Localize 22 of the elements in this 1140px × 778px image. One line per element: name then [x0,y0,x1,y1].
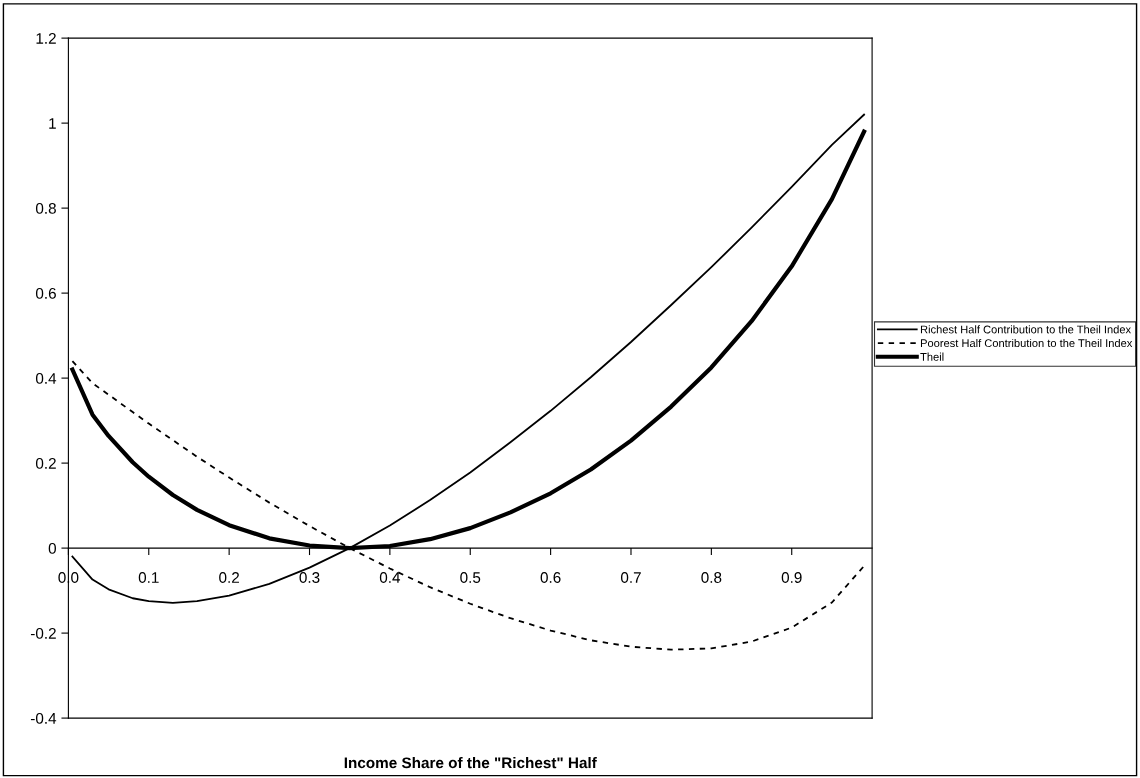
y-tick-label: 0 [48,542,56,554]
legend-label: Poorest Half Contribution to the Theil Index [920,338,1133,348]
x-tick-label: 0.6 [540,572,561,583]
y-tick-label: 0.4 [35,372,57,384]
legend-label: Theil [920,352,944,361]
y-tick-label: 0.2 [35,457,56,469]
x-tick-label: 0.2 [219,572,239,583]
legend-label: Richest Half Contribution to the Theil Index [920,325,1131,334]
x-tick-label: 0.1 [138,572,159,583]
y-tick-label: -0.4 [30,712,57,724]
x-tick-label: 0.4 [379,572,401,583]
x-tick-label: 0.7 [620,572,641,583]
y-tick-label: 1 [49,118,56,129]
y-tick-label: 1.2 [36,32,56,44]
x-axis-title: Income Share of the "Richest" Half [344,756,597,769]
y-tick-label: -0.2 [30,627,56,639]
x-tick-label: 0.5 [460,572,481,583]
x-tick-label: 0.3 [299,572,320,583]
x-tick-label: 0.8 [701,572,722,583]
x-tick-label: 0.9 [781,572,802,583]
y-tick-label: 0.8 [35,202,56,214]
y-tick-label: 0.6 [35,287,56,299]
